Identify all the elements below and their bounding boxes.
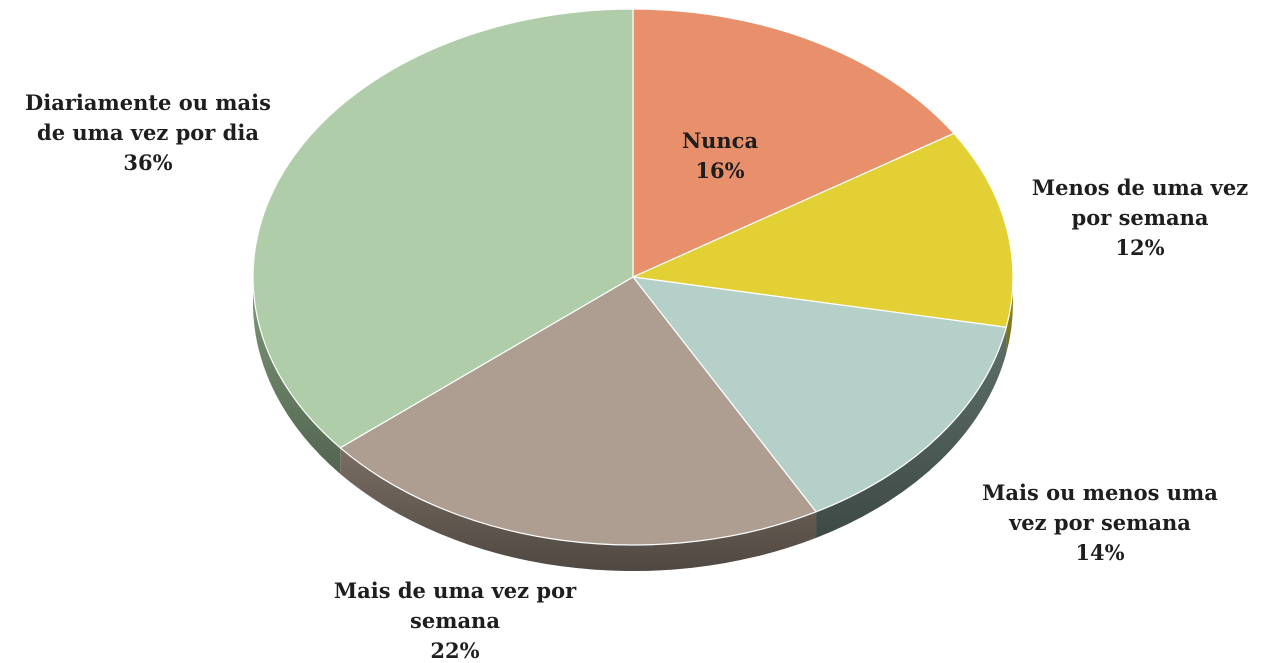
pie-slices: [252, 8, 1014, 546]
slice-name-line-2-1: vez por semana: [1008, 510, 1191, 535]
pie-slice-4: [252, 8, 634, 449]
slice-name-line-2-0: Mais ou menos uma: [982, 480, 1218, 505]
slice-name-line-3-0: Mais de uma vez por: [334, 578, 577, 603]
slice-name-line-4-0: Diariamente ou mais: [25, 90, 271, 115]
pie-labels: Nunca 16% Menos de uma vez por semana 12% Mai…: [25, 90, 1248, 663]
slice-label-0: Nunca 16%: [682, 128, 759, 183]
slice-value-label-2: 14%: [1075, 540, 1124, 565]
slice-value-label-4: 36%: [123, 150, 172, 175]
pie-slice-2: [632, 276, 1007, 513]
slice-name-line-0-0: Nunca: [682, 128, 759, 153]
pie-slice-side-shade-2: [816, 327, 1007, 538]
slice-value-label-1: 12%: [1115, 235, 1164, 260]
slice-name-line-4-1: de uma vez por dia: [37, 120, 259, 145]
slice-name-line-3-1: semana: [410, 608, 500, 633]
pie-slice-3: [339, 276, 817, 546]
slice-value-label-3: 22%: [430, 638, 479, 663]
slice-label-4: Diariamente ou mais de uma vez por dia 36%: [25, 90, 271, 175]
slice-name-line-1-0: Menos de uma vez: [1032, 175, 1248, 200]
slice-value-label-0: 16%: [695, 158, 744, 183]
pie-slice-1: [632, 132, 1014, 328]
pie-sides: [253, 277, 1013, 571]
slice-label-2: Mais ou menos uma vez por semana 14%: [982, 480, 1218, 565]
pie-slice-side-shade-3: [340, 447, 817, 571]
slice-name-line-1-1: por semana: [1072, 205, 1209, 230]
slice-label-1: Menos de uma vez por semana 12%: [1032, 175, 1248, 260]
pie-slice-0: [632, 8, 955, 278]
pie-slice-side-shade-4: [253, 277, 341, 474]
slice-label-3: Mais de uma vez por semana 22%: [334, 578, 577, 663]
